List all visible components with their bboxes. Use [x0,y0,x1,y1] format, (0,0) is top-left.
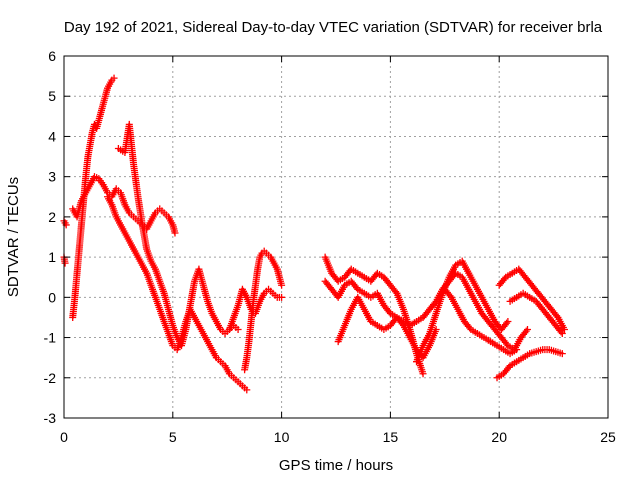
data-point [504,317,512,325]
data-point [522,327,530,335]
x-tick-label: 10 [274,429,290,445]
data-point [110,74,118,82]
y-tick-label: 3 [48,169,56,185]
data-point [243,386,251,394]
data-point [278,293,286,301]
data-point [234,326,242,334]
data-point [513,346,521,354]
y-axis-ticks: -3 -2 -1 0 1 2 3 4 5 6 [44,48,608,426]
data-point [503,319,511,327]
x-axis-ticks: 0 5 10 15 20 25 [60,56,616,445]
y-tick-label: 0 [48,289,56,305]
data-point [446,292,454,300]
y-tick-label: -1 [44,330,57,346]
x-tick-label: 25 [600,429,616,445]
data-point [553,312,561,320]
data-point [558,350,566,358]
y-tick-label: 4 [48,128,56,144]
y-tick-label: 6 [48,48,56,64]
data-point [278,281,286,289]
chart-title: Day 192 of 2021, Sidereal Day-to-day VTE… [64,19,603,36]
data-point [392,288,400,296]
data-point [523,326,531,334]
y-tick-label: 5 [48,88,56,104]
data-point [557,328,565,336]
x-tick-label: 5 [169,429,177,445]
data-point [398,320,406,328]
y-axis-label: SDTVAR / TECUs [5,177,22,297]
plot-frame [63,55,609,419]
y-tick-label: -2 [44,370,57,386]
data-points [60,74,568,394]
y-tick-label: 1 [48,249,56,265]
x-tick-label: 15 [383,429,399,445]
x-axis-label: GPS time / hours [279,457,393,474]
y-tick-label: 2 [48,209,56,225]
data-point [558,330,566,338]
y-tick-label: -3 [44,410,57,426]
data-point [61,259,69,267]
x-tick-label: 0 [60,429,68,445]
data-point [419,370,427,378]
data-point [171,229,179,237]
x-tick-label: 20 [491,429,507,445]
